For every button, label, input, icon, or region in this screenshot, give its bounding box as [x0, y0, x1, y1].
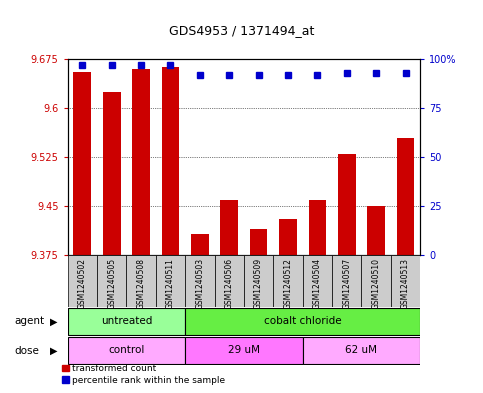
Bar	[361, 255, 391, 307]
Text: untreated: untreated	[100, 316, 152, 326]
Bar	[332, 255, 361, 307]
Bar	[367, 206, 385, 255]
Bar	[68, 255, 97, 307]
Text: GSM1240506: GSM1240506	[225, 258, 234, 309]
Bar	[185, 255, 214, 307]
Bar	[273, 255, 303, 307]
Text: GSM1240507: GSM1240507	[342, 258, 351, 309]
Bar	[338, 154, 355, 255]
Bar	[391, 255, 420, 307]
Text: GSM1240509: GSM1240509	[254, 258, 263, 309]
Bar	[132, 69, 150, 255]
Text: ▶: ▶	[50, 346, 58, 356]
Text: dose: dose	[14, 346, 40, 356]
Text: 29 uM: 29 uM	[228, 345, 260, 355]
Text: GSM1240512: GSM1240512	[284, 258, 293, 309]
Text: GSM1240511: GSM1240511	[166, 258, 175, 309]
Bar	[191, 234, 209, 255]
Text: GSM1240503: GSM1240503	[195, 258, 204, 309]
Bar	[127, 255, 156, 307]
Bar	[309, 200, 326, 255]
Bar	[97, 255, 127, 307]
Text: GSM1240502: GSM1240502	[78, 258, 87, 309]
Bar	[73, 72, 91, 255]
Bar	[162, 68, 179, 255]
Legend: transformed count, percentile rank within the sample: transformed count, percentile rank withi…	[62, 364, 226, 385]
Text: cobalt chloride: cobalt chloride	[264, 316, 341, 326]
Bar	[303, 255, 332, 307]
Bar	[214, 255, 244, 307]
Bar	[103, 92, 121, 255]
Bar	[185, 308, 420, 334]
Text: GSM1240513: GSM1240513	[401, 258, 410, 309]
Bar	[68, 338, 185, 364]
Bar	[303, 338, 420, 364]
Text: GSM1240510: GSM1240510	[371, 258, 381, 309]
Bar	[156, 255, 185, 307]
Bar	[244, 255, 273, 307]
Bar	[68, 308, 185, 334]
Text: 62 uM: 62 uM	[345, 345, 377, 355]
Text: GSM1240508: GSM1240508	[137, 258, 145, 309]
Bar	[185, 338, 303, 364]
Bar	[250, 229, 268, 255]
Bar	[220, 200, 238, 255]
Text: GSM1240504: GSM1240504	[313, 258, 322, 309]
Text: agent: agent	[14, 316, 44, 326]
Text: ▶: ▶	[50, 316, 58, 326]
Text: GSM1240505: GSM1240505	[107, 258, 116, 309]
Text: control: control	[108, 345, 144, 355]
Text: GDS4953 / 1371494_at: GDS4953 / 1371494_at	[169, 24, 314, 37]
Bar	[279, 219, 297, 255]
Bar	[397, 138, 414, 255]
